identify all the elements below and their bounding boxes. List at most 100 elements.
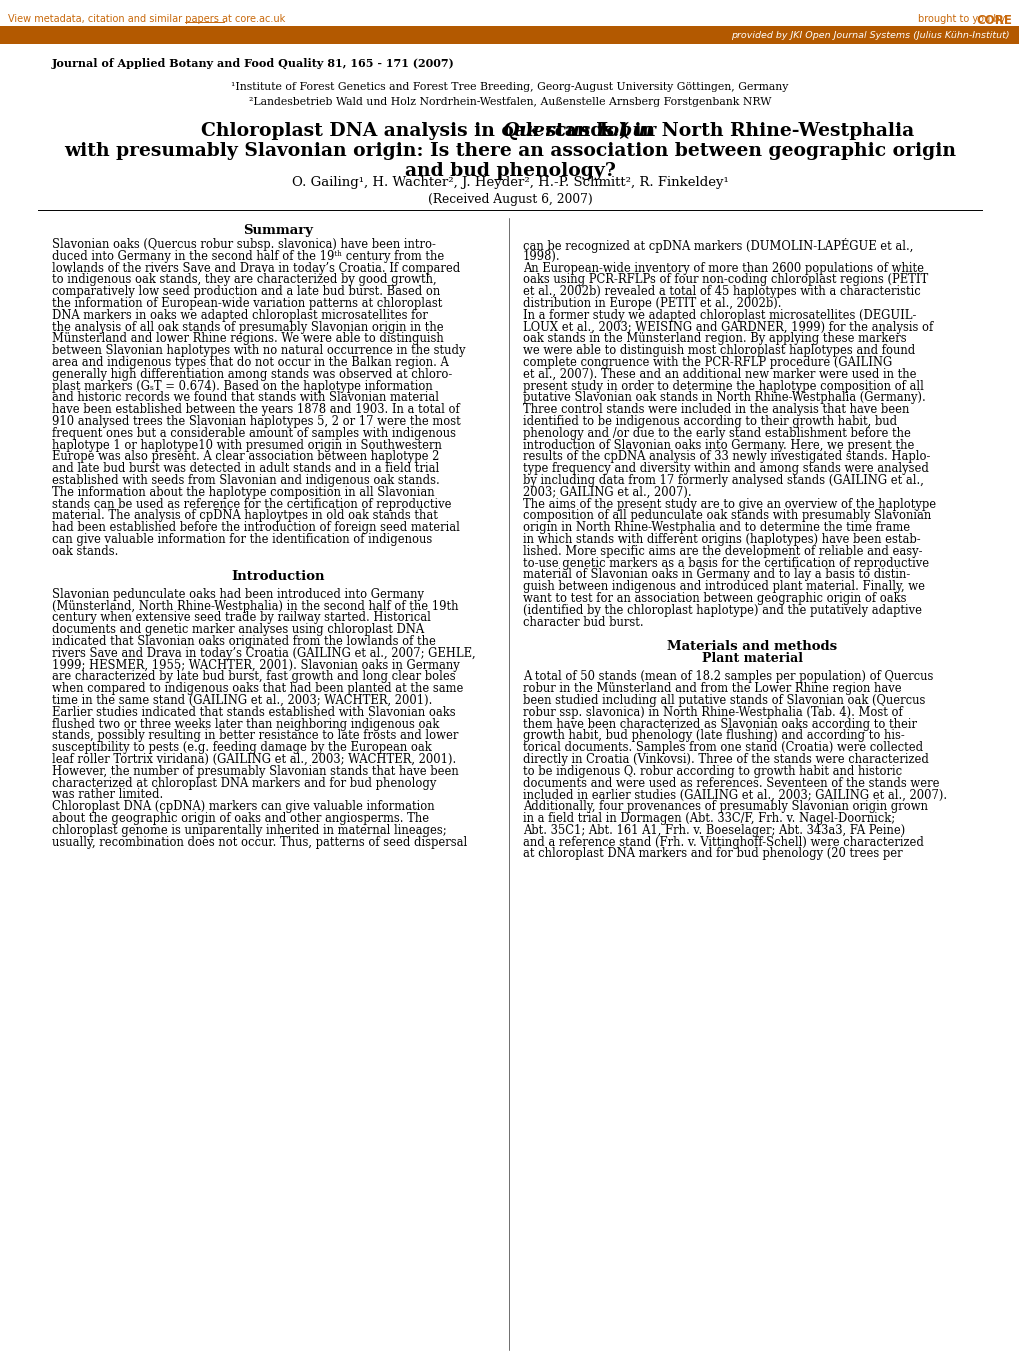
Text: was rather limited.: was rather limited. bbox=[52, 788, 163, 802]
Text: L.) in North Rhine-Westphalia: L.) in North Rhine-Westphalia bbox=[592, 122, 913, 140]
Text: haplotype 1 or haplotype10 with presumed origin in Southwestern: haplotype 1 or haplotype10 with presumed… bbox=[52, 439, 441, 451]
Text: Materials and methods: Materials and methods bbox=[666, 640, 837, 654]
Text: Summary: Summary bbox=[244, 224, 313, 236]
Text: Slavonian oaks (Quercus robur subsp. slavonica) have been intro-: Slavonian oaks (Quercus robur subsp. sla… bbox=[52, 238, 435, 251]
Text: stands, possibly resulting in better resistance to late frosts and lower: stands, possibly resulting in better res… bbox=[52, 730, 458, 742]
Text: established with seeds from Slavonian and indigenous oak stands.: established with seeds from Slavonian an… bbox=[52, 474, 439, 487]
Text: type frequency and diversity within and among stands were analysed: type frequency and diversity within and … bbox=[523, 462, 928, 476]
Text: 910 analysed trees the Slavonian haplotypes 5, 2 or 17 were the most: 910 analysed trees the Slavonian haploty… bbox=[52, 414, 461, 428]
Text: have been established between the years 1878 and 1903. In a total of: have been established between the years … bbox=[52, 404, 460, 416]
Text: origin in North Rhine-Westphalia and to determine the time frame: origin in North Rhine-Westphalia and to … bbox=[523, 522, 909, 534]
Text: ¹Institute of Forest Genetics and Forest Tree Breeding, Georg-August University : ¹Institute of Forest Genetics and Forest… bbox=[231, 82, 788, 92]
Text: results of the cpDNA analysis of 33 newly investigated stands. Haplo-: results of the cpDNA analysis of 33 newl… bbox=[523, 450, 929, 463]
Text: and bud phenology?: and bud phenology? bbox=[405, 162, 614, 179]
Text: to be indigenous Q. robur according to growth habit and historic: to be indigenous Q. robur according to g… bbox=[523, 765, 901, 777]
Text: leaf roller Tortrix viridana) (GAILING et al., 2003; WACHTER, 2001).: leaf roller Tortrix viridana) (GAILING e… bbox=[52, 753, 455, 766]
Text: usually, recombination does not occur. Thus, patterns of seed dispersal: usually, recombination does not occur. T… bbox=[52, 836, 467, 848]
Text: oak stands.: oak stands. bbox=[52, 545, 118, 557]
Text: provided by JKI Open Journal Systems (Julius Kühn-Institut): provided by JKI Open Journal Systems (Ju… bbox=[731, 30, 1009, 39]
Text: (identified by the chloroplast haplotype) and the putatively adaptive: (identified by the chloroplast haplotype… bbox=[523, 603, 921, 617]
Text: Three control stands were included in the analysis that have been: Three control stands were included in th… bbox=[523, 404, 909, 416]
Text: guish between indigenous and introduced plant material. Finally, we: guish between indigenous and introduced … bbox=[523, 580, 924, 593]
Text: in a field trial in Dormagen (Abt. 33C/F, Frh. v. Nagel-Doornick;: in a field trial in Dormagen (Abt. 33C/F… bbox=[523, 813, 895, 825]
Text: with presumably Slavonian origin: Is there an association between geographic ori: with presumably Slavonian origin: Is the… bbox=[64, 141, 955, 160]
Text: et al., 2002b) revealed a total of 45 haplotypes with a characteristic: et al., 2002b) revealed a total of 45 ha… bbox=[523, 285, 920, 298]
Text: indicated that Slavonian oaks originated from the lowlands of the: indicated that Slavonian oaks originated… bbox=[52, 635, 435, 648]
Text: brought to you by: brought to you by bbox=[917, 14, 1011, 24]
Text: and late bud burst was detected in adult stands and in a field trial: and late bud burst was detected in adult… bbox=[52, 462, 439, 476]
Text: the analysis of all oak stands of presumably Slavonian origin in the: the analysis of all oak stands of presum… bbox=[52, 321, 443, 333]
Text: comparatively low seed production and a late bud burst. Based on: comparatively low seed production and a … bbox=[52, 285, 440, 298]
Text: et al., 2007). These and an additional new marker were used in the: et al., 2007). These and an additional n… bbox=[523, 368, 916, 381]
Text: Münsterland and lower Rhine regions. We were able to distinguish: Münsterland and lower Rhine regions. We … bbox=[52, 333, 443, 345]
Text: However, the number of presumably Slavonian stands that have been: However, the number of presumably Slavon… bbox=[52, 765, 459, 777]
Text: generally high differentiation among stands was observed at chloro-: generally high differentiation among sta… bbox=[52, 368, 451, 381]
Text: 1998).: 1998). bbox=[523, 250, 560, 262]
Text: included in earlier studies (GAILING et al., 2003; GAILING et al., 2007).: included in earlier studies (GAILING et … bbox=[523, 788, 947, 802]
Text: characterized at chloroplast DNA markers and for bud phenology: characterized at chloroplast DNA markers… bbox=[52, 777, 436, 790]
Text: when compared to indigenous oaks that had been planted at the same: when compared to indigenous oaks that ha… bbox=[52, 682, 463, 696]
Text: can be recognized at cpDNA markers (DUMOLIN-LAPÉGUE et al.,: can be recognized at cpDNA markers (DUMO… bbox=[523, 238, 912, 253]
Text: Chloroplast DNA analysis in oak stands (: Chloroplast DNA analysis in oak stands ( bbox=[201, 122, 629, 140]
Text: distribution in Europe (PETIT et al., 2002b).: distribution in Europe (PETIT et al., 20… bbox=[523, 298, 781, 310]
Text: introduction of Slavonian oaks into Germany. Here, we present the: introduction of Slavonian oaks into Germ… bbox=[523, 439, 913, 451]
Text: material. The analysis of cpDNA haploytpes in old oak stands that: material. The analysis of cpDNA haploytp… bbox=[52, 510, 437, 522]
Text: oaks using PCR-RFLPs of four non-coding chloroplast regions (PETIT: oaks using PCR-RFLPs of four non-coding … bbox=[523, 273, 927, 287]
Text: directly in Croatia (Vinkovsi). Three of the stands were characterized: directly in Croatia (Vinkovsi). Three of… bbox=[523, 753, 928, 766]
Text: century when extensive seed trade by railway started. Historical: century when extensive seed trade by rai… bbox=[52, 612, 430, 625]
Text: torical documents. Samples from one stand (Croatia) were collected: torical documents. Samples from one stan… bbox=[523, 741, 922, 754]
Text: (Received August 6, 2007): (Received August 6, 2007) bbox=[427, 193, 592, 207]
Text: Europe was also present. A clear association between haplotype 2: Europe was also present. A clear associa… bbox=[52, 450, 439, 463]
Text: A total of 50 stands (mean of 18.2 samples per population) of Quercus: A total of 50 stands (mean of 18.2 sampl… bbox=[523, 670, 932, 684]
Text: Introduction: Introduction bbox=[231, 569, 325, 583]
Text: we were able to distinguish most chloroplast haplotypes and found: we were able to distinguish most chlorop… bbox=[523, 344, 914, 357]
Text: frequent ones but a considerable amount of samples with indigenous: frequent ones but a considerable amount … bbox=[52, 427, 455, 440]
Text: robur ssp. slavonica) in North Rhine-Westphalia (Tab. 4). Most of: robur ssp. slavonica) in North Rhine-Wes… bbox=[523, 705, 902, 719]
Text: An European-wide inventory of more than 2600 populations of white: An European-wide inventory of more than … bbox=[523, 261, 923, 275]
Text: between Slavonian haplotypes with no natural occurrence in the study: between Slavonian haplotypes with no nat… bbox=[52, 344, 465, 357]
Text: View metadata, citation and similar papers at core.ac.uk: View metadata, citation and similar pape… bbox=[8, 14, 285, 24]
Text: and historic records we found that stands with Slavonian material: and historic records we found that stand… bbox=[52, 391, 438, 405]
Text: robur in the Münsterland and from the Lower Rhine region have: robur in the Münsterland and from the Lo… bbox=[523, 682, 901, 696]
Text: chloroplast genome is uniparentally inherited in maternal lineages;: chloroplast genome is uniparentally inhe… bbox=[52, 824, 446, 837]
Text: duced into Germany in the second half of the 19ᵗʰ century from the: duced into Germany in the second half of… bbox=[52, 250, 444, 262]
Text: lowlands of the rivers Save and Drava in today’s Croatia. If compared: lowlands of the rivers Save and Drava in… bbox=[52, 261, 460, 275]
Text: Quercus robur: Quercus robur bbox=[502, 122, 655, 140]
Text: Additionally, four provenances of presumably Slavonian origin grown: Additionally, four provenances of presum… bbox=[523, 800, 927, 813]
Text: had been established before the introduction of foreign seed material: had been established before the introduc… bbox=[52, 522, 460, 534]
Text: about the geographic origin of oaks and other angiosperms. The: about the geographic origin of oaks and … bbox=[52, 813, 429, 825]
Text: the information of European-wide variation patterns at chloroplast: the information of European-wide variati… bbox=[52, 298, 442, 310]
Text: 1999; HESMER, 1955; WACHTER, 2001). Slavonian oaks in Germany: 1999; HESMER, 1955; WACHTER, 2001). Slav… bbox=[52, 659, 460, 671]
Text: phenology and /or due to the early stand establishment before the: phenology and /or due to the early stand… bbox=[523, 427, 910, 440]
Text: in which stands with different origins (haplotypes) have been estab-: in which stands with different origins (… bbox=[523, 533, 920, 546]
Text: time in the same stand (GAILING et al., 2003; WACHTER, 2001).: time in the same stand (GAILING et al., … bbox=[52, 694, 432, 707]
Text: to indigenous oak stands, they are characterized by good growth,: to indigenous oak stands, they are chara… bbox=[52, 273, 436, 287]
Text: flushed two or three weeks later than neighboring indigenous oak: flushed two or three weeks later than ne… bbox=[52, 718, 439, 731]
Text: by including data from 17 formerly analysed stands (GAILING et al.,: by including data from 17 formerly analy… bbox=[523, 474, 923, 487]
Text: Earlier studies indicated that stands established with Slavonian oaks: Earlier studies indicated that stands es… bbox=[52, 705, 455, 719]
Text: them have been characterized as Slavonian oaks according to their: them have been characterized as Slavonia… bbox=[523, 718, 916, 731]
Text: CORE: CORE bbox=[975, 14, 1011, 27]
Text: 2003; GAILING et al., 2007).: 2003; GAILING et al., 2007). bbox=[523, 485, 691, 499]
Text: Chloroplast DNA (cpDNA) markers can give valuable information: Chloroplast DNA (cpDNA) markers can give… bbox=[52, 800, 434, 813]
Text: material of Slavonian oaks in Germany and to lay a basis to distin-: material of Slavonian oaks in Germany an… bbox=[523, 568, 909, 582]
Text: composition of all pedunculate oak stands with presumably Slavonian: composition of all pedunculate oak stand… bbox=[523, 510, 930, 522]
Text: susceptibility to pests (e.g. feeding damage by the European oak: susceptibility to pests (e.g. feeding da… bbox=[52, 741, 431, 754]
Text: In a former study we adapted chloroplast microsatellites (DEGUIL-: In a former study we adapted chloroplast… bbox=[523, 308, 915, 322]
Text: documents and genetic marker analyses using chloroplast DNA: documents and genetic marker analyses us… bbox=[52, 624, 424, 636]
Text: documents and were used as references. Seventeen of the stands were: documents and were used as references. S… bbox=[523, 777, 938, 790]
Text: LOUX et al., 2003; WEISING and GARDNER, 1999) for the analysis of: LOUX et al., 2003; WEISING and GARDNER, … bbox=[523, 321, 932, 333]
Text: oak stands in the Münsterland region. By applying these markers: oak stands in the Münsterland region. By… bbox=[523, 333, 906, 345]
Text: The aims of the present study are to give an overview of the haplotype: The aims of the present study are to giv… bbox=[523, 497, 935, 511]
Text: complete congruence with the PCR-RFLP procedure (GAILING: complete congruence with the PCR-RFLP pr… bbox=[523, 356, 892, 370]
Text: Plant material: Plant material bbox=[701, 652, 802, 665]
Text: and a reference stand (Frh. v. Vittinghoff-Schell) were characterized: and a reference stand (Frh. v. Vittingho… bbox=[523, 836, 923, 848]
Text: lished. More specific aims are the development of reliable and easy-: lished. More specific aims are the devel… bbox=[523, 545, 921, 557]
Text: Journal of Applied Botany and Food Quality 81, 165 - 171 (2007): Journal of Applied Botany and Food Quali… bbox=[52, 58, 454, 69]
Text: stands can be used as reference for the certification of reproductive: stands can be used as reference for the … bbox=[52, 497, 451, 511]
Text: (Münsterland, North Rhine-Westphalia) in the second half of the 19th: (Münsterland, North Rhine-Westphalia) in… bbox=[52, 599, 459, 613]
Bar bbox=[0, 26, 1019, 43]
Text: O. Gailing¹, H. Wachter², J. Heyder², H.-P. Schmitt², R. Finkeldey¹: O. Gailing¹, H. Wachter², J. Heyder², H.… bbox=[291, 177, 728, 189]
Text: putative Slavonian oak stands in North Rhine-Westphalia (Germany).: putative Slavonian oak stands in North R… bbox=[523, 391, 925, 405]
Text: to-use genetic markers as a basis for the certification of reproductive: to-use genetic markers as a basis for th… bbox=[523, 557, 928, 569]
